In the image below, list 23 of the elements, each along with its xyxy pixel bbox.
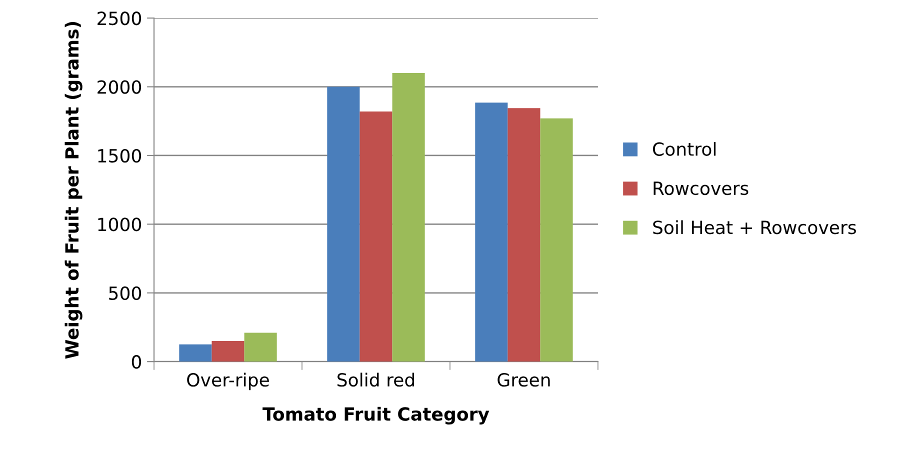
y-axis-title: Weight of Fruit per Plant (grams) (64, 22, 82, 359)
legend-label: Soil Heat + Rowcovers (653, 220, 856, 234)
bar (244, 332, 277, 362)
x-tick-label: Solid red (338, 372, 414, 387)
y-tick-label: 1000 (98, 218, 142, 232)
legend-label: Control (652, 142, 716, 156)
bar (508, 108, 540, 362)
legend-label: Rowcovers (654, 182, 748, 196)
y-tick-label: 500 (109, 286, 142, 300)
bar (475, 102, 508, 362)
bar (392, 73, 425, 362)
bar (179, 344, 212, 362)
y-tick-label: 1500 (98, 148, 142, 163)
y-tick-label: 2000 (98, 80, 142, 94)
y-tick-label: 2500 (98, 12, 142, 26)
x-tick-label: Over-ripe (187, 372, 269, 390)
bar (212, 340, 244, 362)
y-tick-label: 0 (132, 355, 142, 369)
bar (360, 112, 392, 362)
bar (540, 118, 573, 362)
x-axis-title: Tomato Fruit Category (262, 406, 490, 424)
x-tick-label: Green (498, 373, 550, 387)
bar (327, 86, 360, 362)
